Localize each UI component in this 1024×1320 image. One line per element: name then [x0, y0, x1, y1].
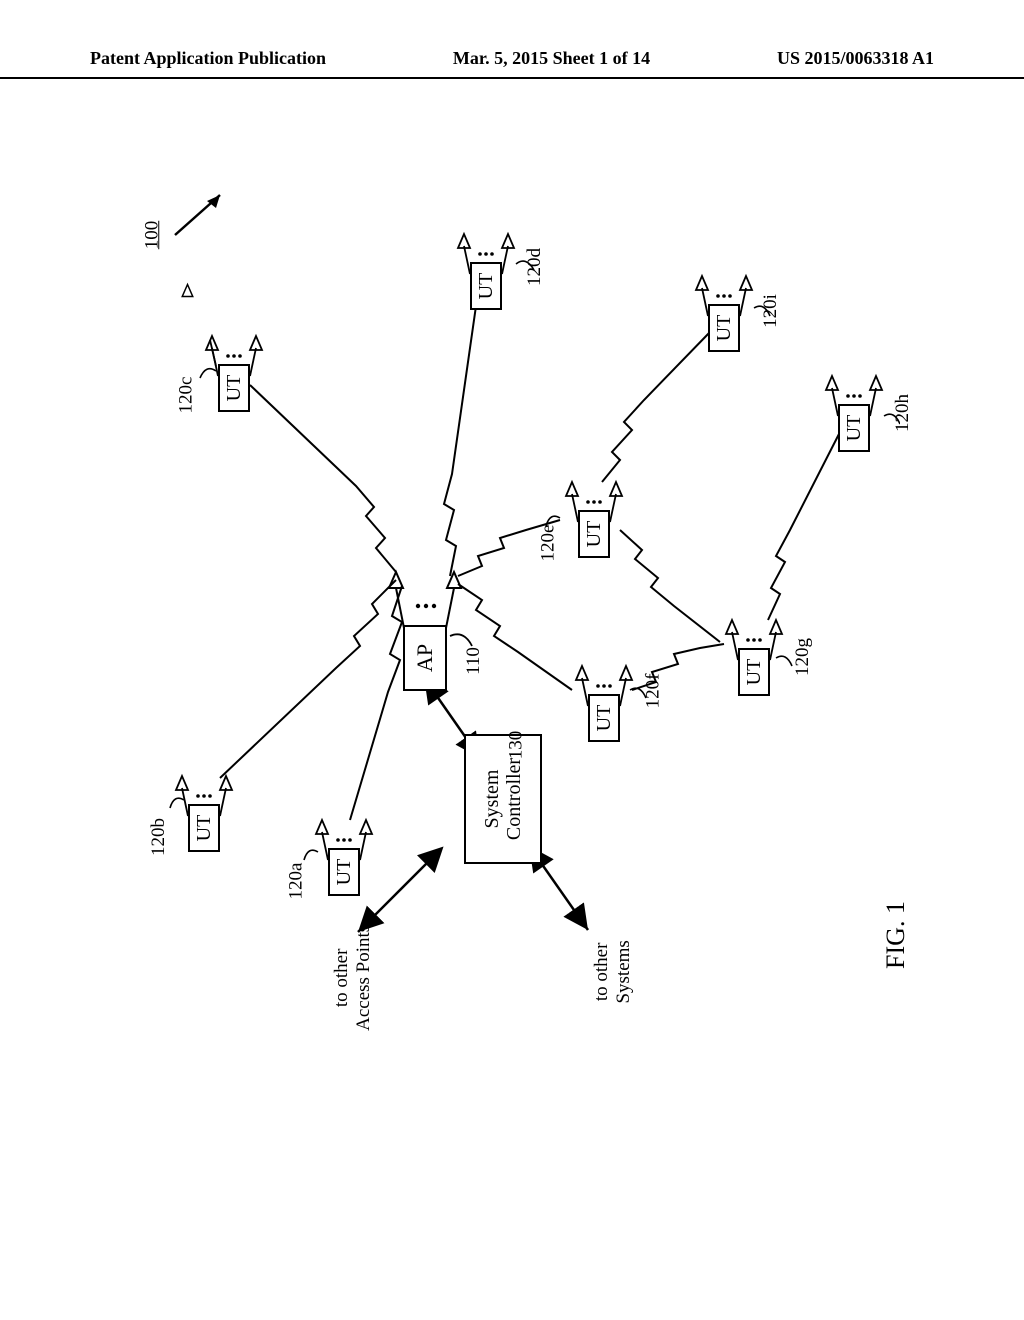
- ref-120i: 120i: [760, 294, 782, 328]
- ref-120a: 120a: [285, 863, 307, 900]
- ut-node-e: UT: [558, 474, 630, 552]
- ut-text: UT: [843, 415, 866, 442]
- ref-120f: 120f: [642, 674, 664, 709]
- to-other-sys-l2: Systems: [613, 940, 634, 1003]
- ref-120h: 120h: [892, 394, 914, 432]
- page-header: Patent Application Publication Mar. 5, 2…: [0, 48, 1024, 79]
- ut-node-i: UT: [688, 268, 760, 346]
- ref-120d: 120d: [524, 248, 546, 286]
- to-other-sys: to other Systems: [591, 917, 635, 1027]
- to-other-sys-l1: to other: [591, 943, 612, 1002]
- header-left: Patent Application Publication: [90, 48, 326, 69]
- system-controller-box: System Controller: [464, 734, 542, 864]
- ut-text: UT: [333, 859, 356, 886]
- to-other-ap-l1: to other: [331, 949, 352, 1008]
- ref-120g: 120g: [792, 638, 814, 676]
- ut-text: UT: [475, 273, 498, 300]
- controller-line2: Controller: [503, 758, 525, 840]
- ut-node-f: UT: [568, 658, 640, 736]
- ref-100: 100: [141, 221, 163, 250]
- ut-box: UT: [588, 694, 620, 742]
- ut-box: UT: [578, 510, 610, 558]
- ut-box: UT: [188, 804, 220, 852]
- ap-text: AP: [412, 644, 438, 672]
- ut-text: UT: [713, 315, 736, 342]
- ut-node-d: UT: [450, 226, 522, 304]
- ref-120c: 120c: [175, 377, 197, 414]
- ut-node-b: UT: [168, 768, 240, 846]
- ut-text: UT: [743, 659, 766, 686]
- controller-line1: System: [481, 770, 503, 829]
- ut-box: UT: [738, 648, 770, 696]
- figure-caption: FIG. 1: [881, 901, 911, 969]
- ut-node-g: UT: [718, 612, 790, 690]
- ut-box: UT: [328, 848, 360, 896]
- ut-node-c: UT: [198, 328, 270, 406]
- header-center: Mar. 5, 2015 Sheet 1 of 14: [453, 48, 650, 69]
- ref-110: 110: [463, 647, 485, 675]
- ap-box: AP: [403, 625, 447, 691]
- figure-area: UT 120c UT 120d UT 120i: [120, 160, 900, 1160]
- ut-box: UT: [218, 364, 250, 412]
- ut-box: UT: [838, 404, 870, 452]
- header-right: US 2015/0063318 A1: [777, 48, 934, 69]
- ref-120b: 120b: [148, 818, 170, 856]
- ut-node-h: UT: [818, 368, 890, 446]
- ut-text: UT: [223, 375, 246, 402]
- ref-120e: 120e: [537, 525, 559, 562]
- ut-box: UT: [708, 304, 740, 352]
- ut-text: UT: [583, 521, 606, 548]
- to-other-ap-l2: Access Points: [353, 925, 374, 1031]
- ut-text: UT: [593, 705, 616, 732]
- ut-box: UT: [470, 262, 502, 310]
- ref-130: 130: [505, 731, 527, 760]
- ut-text: UT: [193, 815, 216, 842]
- ut-node-a: UT: [308, 812, 380, 890]
- to-other-ap: to other Access Points: [331, 913, 375, 1043]
